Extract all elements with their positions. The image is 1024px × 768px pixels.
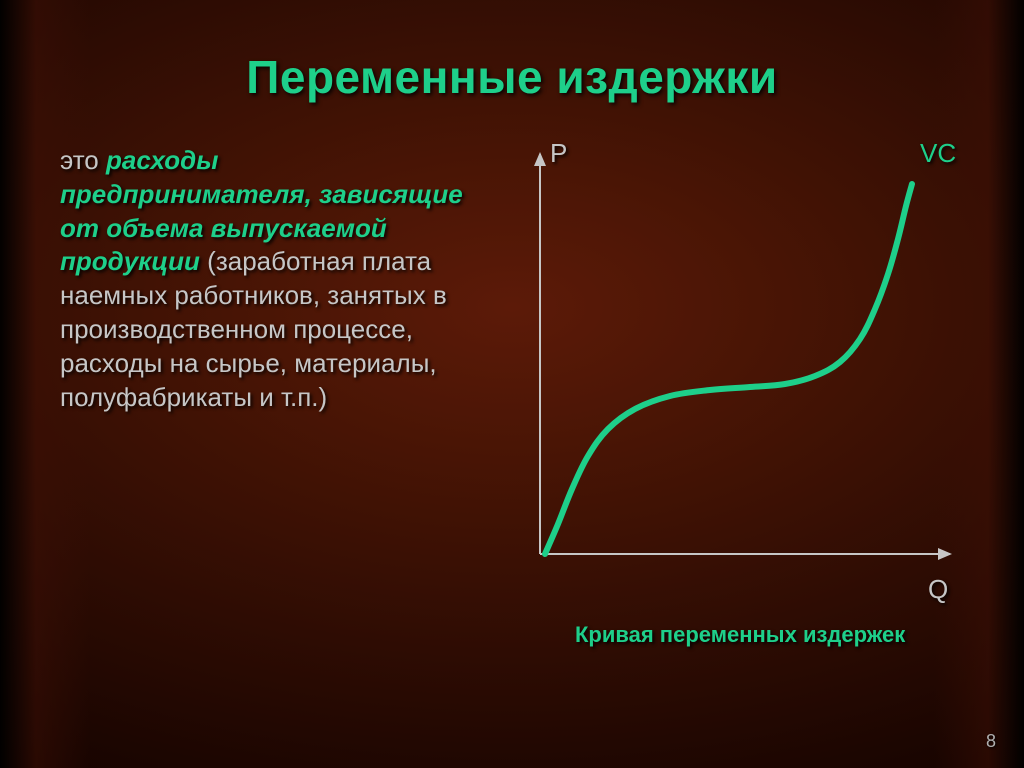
chart-caption: Кривая переменных издержек: [575, 622, 905, 648]
slide: Переменные издержки это расходы предприн…: [0, 0, 1024, 768]
vc-curve-chart: [480, 144, 980, 604]
y-axis-label: P: [550, 138, 567, 169]
x-axis-label: Q: [928, 574, 948, 605]
content-row: это расходы предпринимателя, зависящие о…: [40, 144, 984, 674]
body-text: это расходы предпринимателя, зависящие о…: [60, 144, 470, 414]
page-number: 8: [986, 731, 996, 752]
text-column: это расходы предпринимателя, зависящие о…: [40, 144, 470, 674]
lead-word: это: [60, 145, 99, 175]
series-label: VC: [920, 138, 956, 169]
slide-title: Переменные издержки: [40, 50, 984, 104]
chart-area: P VC Q Кривая переменных издержек: [480, 144, 984, 674]
